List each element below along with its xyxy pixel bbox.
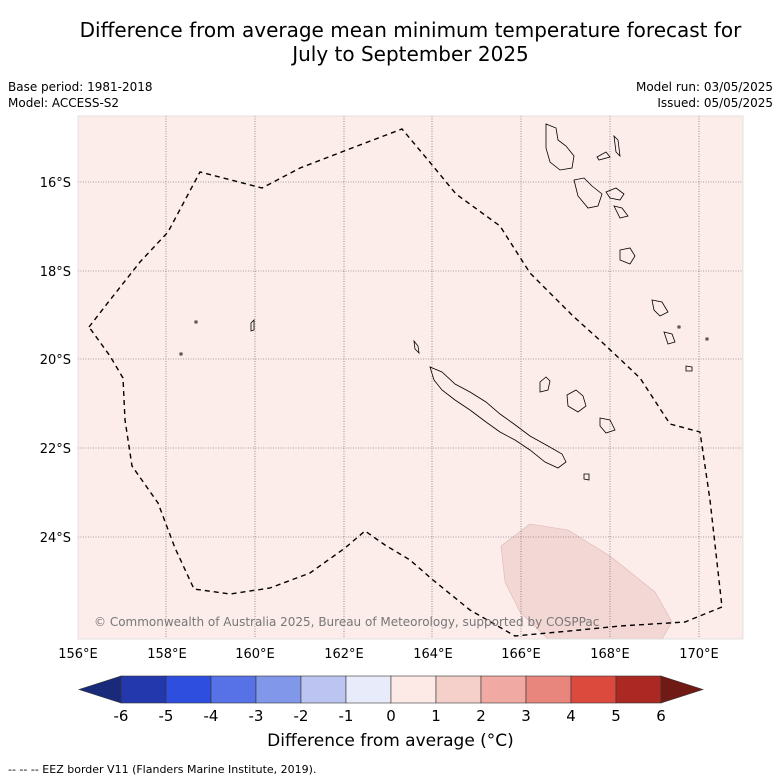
colorbar-tick-label: 1 [431,707,441,725]
vanuatu-malekula [573,177,603,209]
colorbar-tick-label: -1 [339,707,354,725]
colorbar-title: Difference from average (°C) [267,731,514,751]
vanuatu-tanna [663,331,676,345]
colorbar-tick-label: 3 [521,707,531,725]
vanuatu-maewo [613,134,621,158]
lon-label-160e: 160°E [235,647,275,662]
title-line-1: Difference from average mean minimum tem… [79,18,742,42]
colorbar-segment [615,675,662,704]
lon-label-158e: 158°E [147,647,187,662]
colorbar-segment [525,675,572,704]
colorbar-segment [345,675,392,704]
colorbar-tick-label: 5 [611,707,621,725]
colorbar-arrow-low [78,675,122,704]
meta-left: Base period: 1981-2018 Model: ACCESS-S2 [8,79,153,111]
colorbar-tick-label: -6 [114,707,129,725]
small-islet-4 [677,325,681,329]
vanuatu-efate [619,247,636,265]
lon-label-156e: 156°E [58,647,98,662]
axis-labels: 16°S 18°S 20°S 22°S 24°S 156°E 158°E 160… [40,176,719,662]
lon-label-162e: 162°E [324,647,364,662]
lat-label-22s: 22°S [40,442,71,457]
vanuatu-pentecost [605,187,625,201]
lat-label-18s: 18°S [40,265,71,280]
page-title: Difference from average mean minimum tem… [0,18,781,66]
colorbar-tick-label: 2 [476,707,486,725]
colorbar-tick-label: -3 [249,707,264,725]
small-islet-2 [194,320,198,324]
issued-date: Issued: 05/05/2025 [657,96,773,110]
map-copyright: © Commonwealth of Australia 2025, Bureau… [94,615,599,629]
colorbar-segment [120,675,167,704]
colorbar-segment [570,675,617,704]
colorbar-tick-label: 6 [656,707,666,725]
small-islet-1 [179,352,183,356]
title-line-2: July to September 2025 [292,42,529,66]
meta-right: Model run: 03/05/2025 Issued: 05/05/2025 [636,79,773,111]
vanuatu-erromango [651,299,669,317]
loyalty-island-ouvea [539,376,551,393]
vanuatu-ambae [596,151,611,161]
colorbar-tick-label: 4 [566,707,576,725]
lat-label-24s: 24°S [40,531,71,546]
colorbar-segment [435,675,482,704]
map-frame [77,115,744,640]
footer-note: -- -- -- EEZ border V11 (Flanders Marine… [8,763,317,776]
vanuatu-espiritu-santo [545,123,575,171]
colorbar-segment [480,675,527,704]
new-caledonia [429,366,567,469]
vanuatu-aneityum [685,365,693,372]
colorbar-segment [210,675,257,704]
map-background [78,116,743,639]
colorbar-segment [255,675,302,704]
chesterfield-islands [250,319,255,332]
colorbar-arrow-high [660,675,704,704]
lon-label-170e: 170°E [679,647,719,662]
colorbar-tick-label: -4 [204,707,219,725]
base-period: Base period: 1981-2018 [8,80,153,94]
lon-label-166e: 166°E [501,647,541,662]
colorbar-segment [165,675,212,704]
lat-label-16s: 16°S [40,176,71,191]
colorbar [78,675,704,704]
loyalty-island-mare [599,417,616,434]
colorbar-tick-label: -2 [294,707,309,725]
gridlines [78,116,743,639]
colorbar-ticks: -6 -5 -4 -3 -2 -1 0 1 2 3 4 5 6 [114,707,666,725]
colorbar-tick-label: -5 [159,707,174,725]
coastlines [179,123,709,481]
eez-border [88,128,723,637]
colorbar-segment [300,675,347,704]
colorbar-tick-label: 0 [386,707,396,725]
model-name: Model: ACCESS-S2 [8,96,120,110]
colorbar-segment [390,675,437,704]
lon-label-164e: 164°E [413,647,453,662]
walpole-island [583,473,590,481]
small-islet-3 [705,337,709,341]
model-run: Model run: 03/05/2025 [635,80,773,94]
vanuatu-epi [613,205,629,219]
lat-label-20s: 20°S [40,353,71,368]
lon-label-168e: 168°E [590,647,630,662]
map-area: © Commonwealth of Australia 2025, Bureau… [77,115,744,640]
loyalty-island-lifou [566,389,587,413]
belep-islands [413,339,420,355]
